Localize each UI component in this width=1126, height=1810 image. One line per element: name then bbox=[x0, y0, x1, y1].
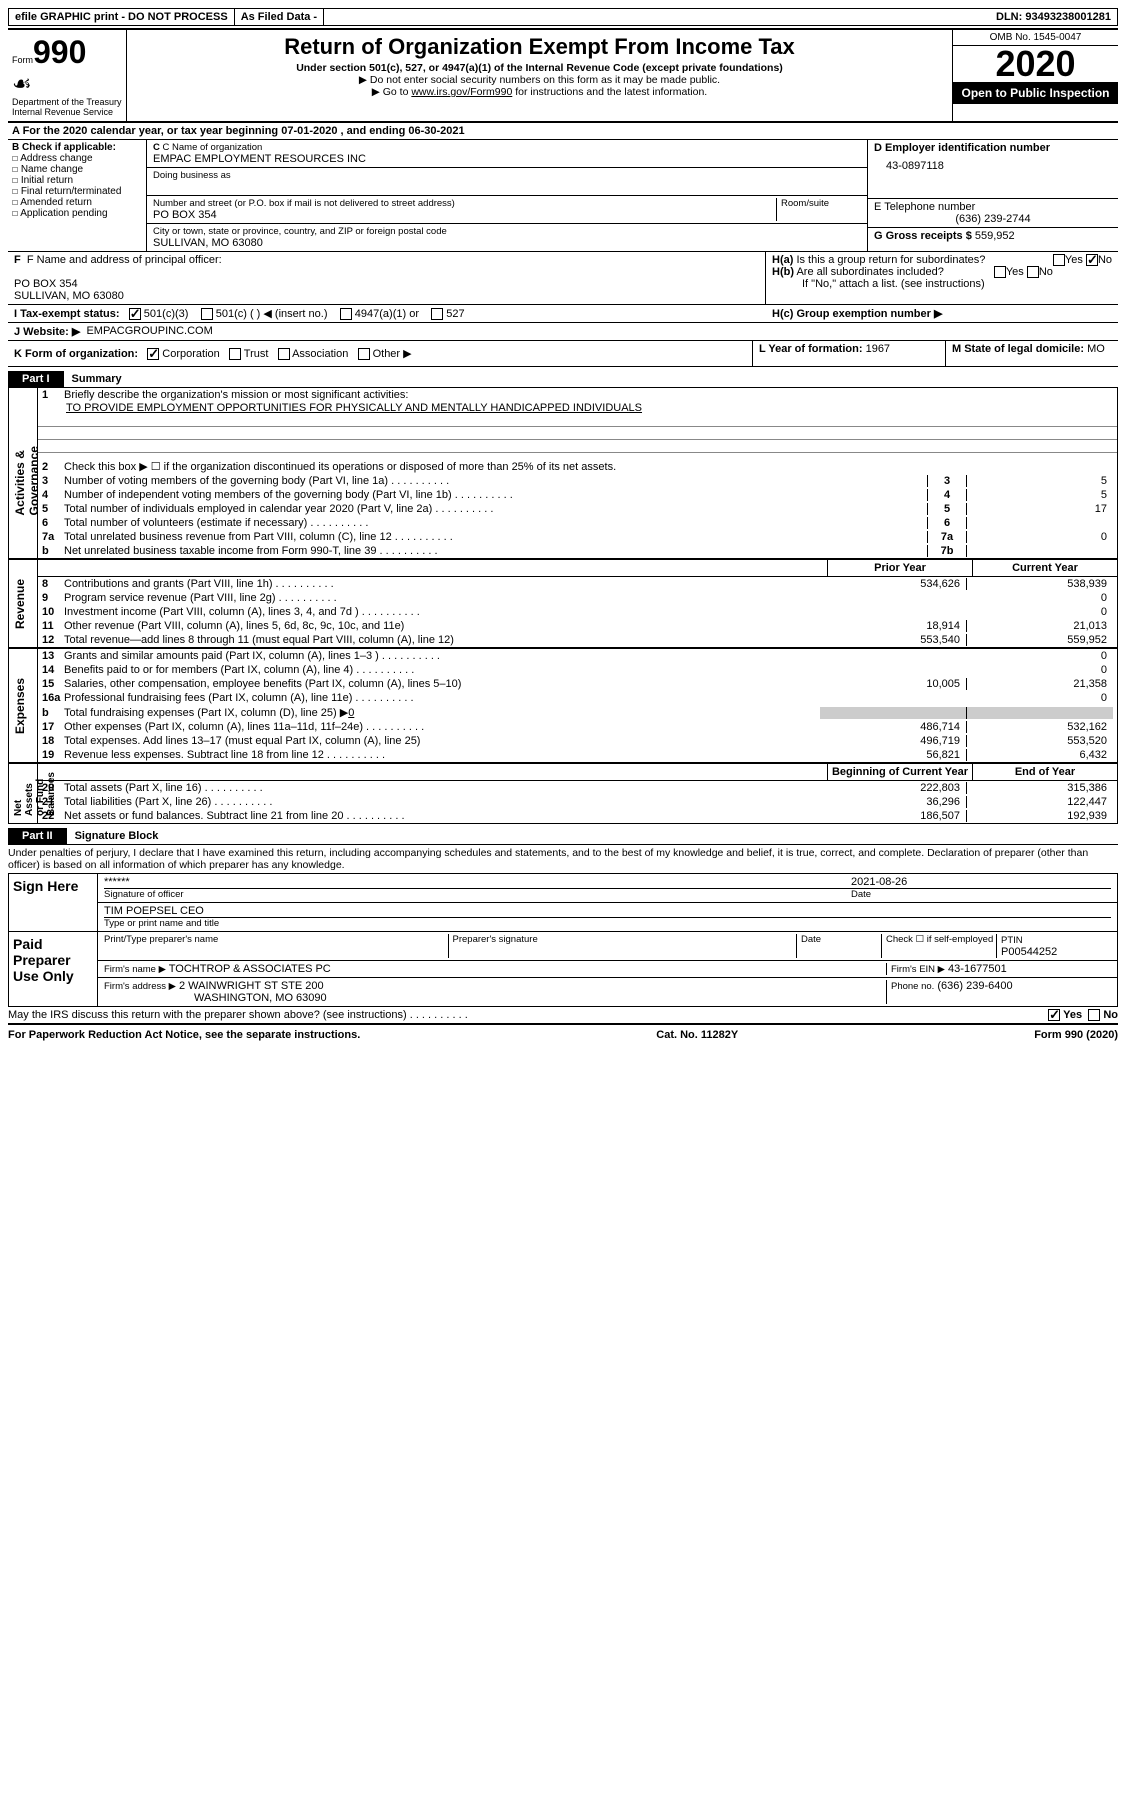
row-i-tax-status: I Tax-exempt status: 501(c)(3) 501(c) ( … bbox=[8, 305, 1118, 323]
side-label-expenses: Expenses bbox=[13, 678, 27, 734]
row-klm: K Form of organization: Corporation Trus… bbox=[8, 341, 1118, 367]
line-21: Total liabilities (Part X, line 26) bbox=[64, 796, 820, 808]
side-label-revenue: Revenue bbox=[13, 579, 27, 629]
top-bar: efile GRAPHIC print - DO NOT PROCESS As … bbox=[8, 8, 1118, 26]
mission-text: TO PROVIDE EMPLOYMENT OPPORTUNITIES FOR … bbox=[66, 402, 642, 414]
gross-receipts-label: G Gross receipts $ bbox=[874, 230, 972, 242]
ptin-value: P00544252 bbox=[1001, 946, 1057, 958]
firm-phone: (636) 239-6400 bbox=[937, 980, 1012, 992]
col-current-year: Current Year bbox=[972, 560, 1117, 576]
open-to-public: Open to Public Inspection bbox=[953, 82, 1118, 104]
line-10: Investment income (Part VIII, column (A)… bbox=[64, 606, 820, 618]
signature-stars: ****** bbox=[104, 876, 851, 888]
signature-date: 2021-08-26 bbox=[851, 876, 1111, 888]
subtitle-ssn: ▶ Do not enter social security numbers o… bbox=[133, 74, 946, 86]
phone-value: (636) 239-2744 bbox=[874, 213, 1112, 225]
officer-label: F Name and address of principal officer: bbox=[27, 254, 222, 266]
line-7a: Total unrelated business revenue from Pa… bbox=[64, 531, 927, 543]
line-6: Total number of volunteers (estimate if … bbox=[64, 517, 927, 529]
line-9: Program service revenue (Part VIII, line… bbox=[64, 592, 820, 604]
tax-year: 2020 bbox=[953, 46, 1118, 82]
ein-value: 43-0897118 bbox=[874, 154, 1112, 178]
h-c: H(c) Group exemption number ▶ bbox=[772, 307, 1112, 320]
ein-label: D Employer identification number bbox=[874, 142, 1050, 154]
gross-receipts-value: 559,952 bbox=[975, 230, 1015, 242]
part-i-header: Part I Summary bbox=[8, 371, 1118, 388]
preparer-name-label: Print/Type preparer's name bbox=[104, 934, 448, 958]
officer-addr1: PO BOX 354 bbox=[14, 278, 78, 290]
line-7b: Net unrelated business taxable income fr… bbox=[64, 545, 927, 557]
entity-info-block: B Check if applicable: ☐ Address change … bbox=[8, 140, 1118, 252]
website-value: EMPACGROUPINC.COM bbox=[86, 325, 212, 338]
line-22: Net assets or fund balances. Subtract li… bbox=[64, 810, 820, 822]
date-label: Date bbox=[851, 888, 1111, 900]
line-16b: Total fundraising expenses (Part IX, col… bbox=[64, 706, 820, 719]
h-b-note: If "No," attach a list. (see instruction… bbox=[772, 278, 1112, 290]
line-20: Total assets (Part X, line 16) bbox=[64, 782, 820, 794]
irs-discuss-line: May the IRS discuss this return with the… bbox=[8, 1007, 1118, 1025]
city-value: SULLIVAN, MO 63080 bbox=[153, 237, 861, 249]
form-title: Return of Organization Exempt From Incom… bbox=[133, 34, 946, 60]
self-employed-check: Check ☐ if self-employed bbox=[881, 934, 996, 958]
street-address: PO BOX 354 bbox=[153, 209, 776, 221]
col-beg-year: Beginning of Current Year bbox=[827, 764, 972, 780]
form-number: 990 bbox=[33, 34, 86, 70]
perjury-statement: Under penalties of perjury, I declare th… bbox=[8, 845, 1118, 873]
part-ii-header: Part II Signature Block bbox=[8, 828, 1118, 845]
firm-name: TOCHTROP & ASSOCIATES PC bbox=[169, 963, 331, 975]
line-16a: Professional fundraising fees (Part IX, … bbox=[64, 692, 820, 704]
street-label: Number and street (or P.O. box if mail i… bbox=[153, 198, 776, 209]
org-name: EMPAC EMPLOYMENT RESOURCES INC bbox=[153, 153, 861, 165]
line-5: Total number of individuals employed in … bbox=[64, 503, 927, 515]
section-b-checkboxes: B Check if applicable: ☐ Address change … bbox=[8, 140, 147, 251]
row-a-tax-year: A For the 2020 calendar year, or tax yea… bbox=[8, 123, 1118, 140]
phone-label: E Telephone number bbox=[874, 201, 1112, 213]
dept-treasury: Department of the Treasury Internal Reve… bbox=[12, 97, 122, 117]
page-footer: For Paperwork Reduction Act Notice, see … bbox=[8, 1029, 1118, 1041]
firm-ein: 43-1677501 bbox=[948, 963, 1007, 975]
line-8: Contributions and grants (Part VIII, lin… bbox=[64, 578, 820, 590]
line-14: Benefits paid to or for members (Part IX… bbox=[64, 664, 820, 676]
line-1-label: Briefly describe the organization's miss… bbox=[64, 389, 1113, 401]
line-17: Other expenses (Part IX, column (A), lin… bbox=[64, 721, 820, 733]
asfiled-label: As Filed Data - bbox=[235, 9, 324, 25]
col-end-year: End of Year bbox=[972, 764, 1117, 780]
line-12: Total revenue—add lines 8 through 11 (mu… bbox=[64, 634, 820, 646]
dln: DLN: 93493238001281 bbox=[990, 9, 1117, 25]
sign-here-label: Sign Here bbox=[9, 874, 98, 931]
officer-name-title: TIM POEPSEL CEO bbox=[104, 905, 1111, 917]
line-18: Total expenses. Add lines 13–17 (must eq… bbox=[64, 735, 820, 747]
preparer-sig-label: Preparer's signature bbox=[448, 934, 797, 958]
h-a: H(a) Is this a group return for subordin… bbox=[772, 254, 1112, 266]
h-b: H(b) Are all subordinates included? Yes … bbox=[772, 266, 1112, 278]
irs-link[interactable]: www.irs.gov/Form990 bbox=[411, 86, 512, 98]
officer-addr2: SULLIVAN, MO 63080 bbox=[14, 290, 124, 302]
subtitle-goto: ▶ Go to www.irs.gov/Form990 for instruct… bbox=[133, 86, 946, 98]
officer-name-label: Type or print name and title bbox=[104, 917, 1111, 929]
line-4: Number of independent voting members of … bbox=[64, 489, 927, 501]
line-13: Grants and similar amounts paid (Part IX… bbox=[64, 650, 820, 662]
form-header: Form990 ☙ Department of the Treasury Int… bbox=[8, 28, 1118, 123]
side-label-governance: Activities & Governance bbox=[13, 431, 41, 516]
line-3: Number of voting members of the governin… bbox=[64, 475, 927, 487]
officer-group-block: F F Name and address of principal office… bbox=[8, 252, 1118, 305]
firm-addr1: 2 WAINWRIGHT ST STE 200 bbox=[179, 980, 324, 992]
line-19: Revenue less expenses. Subtract line 18 … bbox=[64, 749, 820, 761]
dba-label: Doing business as bbox=[153, 170, 861, 181]
side-label-netassets: Net Assets or Fund Balances bbox=[13, 772, 57, 816]
row-j-website: J Website: ▶ EMPACGROUPINC.COM bbox=[8, 323, 1118, 341]
line-11: Other revenue (Part VIII, column (A), li… bbox=[64, 620, 820, 632]
line-2: Check this box ▶ ☐ if the organization d… bbox=[64, 460, 1113, 473]
col-prior-year: Prior Year bbox=[827, 560, 972, 576]
line-15: Salaries, other compensation, employee b… bbox=[64, 678, 820, 690]
firm-addr2: WASHINGTON, MO 63090 bbox=[104, 992, 327, 1004]
signature-officer-label: Signature of officer bbox=[104, 888, 851, 900]
paid-preparer-label: Paid Preparer Use Only bbox=[9, 932, 98, 1006]
subtitle-section: Under section 501(c), 527, or 4947(a)(1)… bbox=[133, 62, 946, 74]
efile-label: efile GRAPHIC print - DO NOT PROCESS bbox=[9, 9, 235, 25]
city-label: City or town, state or province, country… bbox=[153, 226, 861, 237]
preparer-date-label: Date bbox=[796, 934, 881, 958]
form-prefix: Form bbox=[12, 55, 33, 65]
room-label: Room/suite bbox=[781, 198, 861, 209]
